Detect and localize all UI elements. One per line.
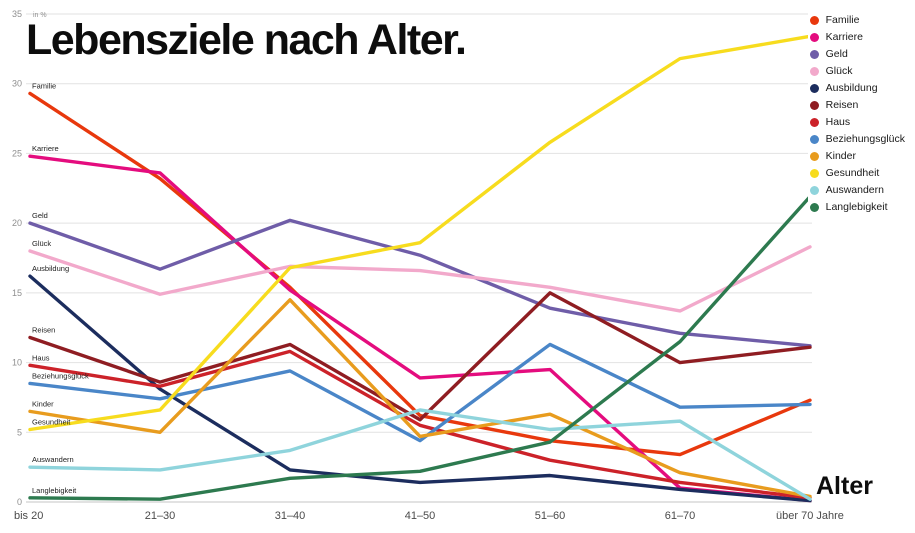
y-tick-label: 30: [12, 79, 22, 89]
legend-item: Geld: [809, 48, 905, 60]
legend-item-label: Auswandern: [825, 184, 884, 196]
legend-item: Gesundheit: [809, 167, 905, 179]
series-line: [28, 342, 812, 443]
legend-item: Ausbildung: [809, 82, 905, 94]
y-axis-unit-label: in %: [33, 12, 47, 19]
series-start-label: Reisen: [32, 325, 55, 334]
legend-item: Kinder: [809, 150, 905, 162]
series-start-label: Auswandern: [32, 455, 74, 464]
y-tick-label: 25: [12, 148, 22, 158]
series-start-label: Ausbildung: [32, 264, 69, 273]
legend-item-label: Familie: [825, 14, 860, 26]
x-tick-label: 31–40: [275, 510, 306, 522]
x-tick-label: 41–50: [405, 510, 436, 522]
legend-dot-icon: [809, 185, 819, 195]
legend-dot-icon: [809, 151, 819, 161]
legend: Familie Karriere Geld Glück Ausbildung Reisen…: [807, 10, 907, 217]
series-line: [28, 408, 812, 501]
series-line: [28, 245, 812, 313]
y-tick-label: 5: [17, 427, 22, 437]
series-start-label: Glück: [32, 239, 51, 248]
x-tick-label: 61–70: [665, 510, 696, 522]
legend-dot-icon: [809, 83, 819, 93]
legend-item-label: Ausbildung: [825, 82, 878, 94]
legend-item: Reisen: [809, 99, 905, 111]
legend-item-label: Reisen: [825, 99, 859, 111]
series-start-label: Kinder: [32, 399, 54, 408]
legend-item-label: Glück: [825, 65, 853, 77]
x-tick-label: über 70 Jahre: [776, 510, 844, 522]
series-line: [28, 34, 812, 432]
legend-item-label: Haus: [825, 116, 851, 128]
series-line: [28, 298, 812, 499]
legend-dot-icon: [809, 32, 819, 42]
series-start-label: Beziehungsglück: [32, 371, 89, 380]
legend-item-label: Langlebigkeit: [825, 201, 888, 213]
y-tick-label: 10: [12, 358, 22, 368]
chart-title: Lebensziele nach Alter.: [26, 16, 467, 64]
legend-item-label: Geld: [825, 48, 848, 60]
series-start-label: Haus: [32, 353, 50, 362]
legend-item: Haus: [809, 116, 905, 128]
series-start-label: Karriere: [32, 144, 59, 153]
legend-item: Familie: [809, 14, 905, 26]
legend-item-label: Karriere: [825, 31, 863, 43]
legend-dot-icon: [809, 134, 819, 144]
legend-dot-icon: [809, 15, 819, 25]
series-line: [28, 91, 812, 457]
legend-item-label: Gesundheit: [825, 167, 880, 179]
series-start-label: Geld: [32, 211, 48, 220]
legend-dot-icon: [809, 168, 819, 178]
series-line: [28, 291, 812, 422]
series-start-label: Gesundheit: [32, 417, 71, 426]
legend-dot-icon: [809, 49, 819, 59]
legend-item-label: Kinder: [825, 150, 856, 162]
legend-item: Auswandern: [809, 184, 905, 196]
legend-dot-icon: [809, 66, 819, 76]
x-tick-label: bis 20: [14, 510, 43, 522]
series-line: [28, 349, 812, 500]
x-tick-label: 21–30: [145, 510, 176, 522]
y-tick-label: 35: [12, 9, 22, 19]
legend-dot-icon: [809, 202, 819, 212]
y-tick-label: 15: [12, 288, 22, 298]
legend-item-label: Beziehungsglück: [825, 133, 905, 145]
legend-item: Karriere: [809, 31, 905, 43]
series-start-label: Familie: [32, 81, 56, 90]
x-tick-label: 51–60: [535, 510, 566, 522]
y-tick-label: 0: [17, 497, 22, 507]
legend-item: Glück: [809, 65, 905, 77]
series-line: [28, 218, 812, 348]
series-line: [28, 194, 812, 501]
series-start-label: Langlebigkeit: [32, 486, 77, 495]
series-line: [28, 274, 812, 503]
legend-dot-icon: [809, 117, 819, 127]
legend-item: Beziehungsglück: [809, 133, 905, 145]
x-axis-title: Alter: [816, 472, 873, 500]
legend-dot-icon: [809, 100, 819, 110]
y-tick-label: 20: [12, 218, 22, 228]
legend-item: Langlebigkeit: [809, 201, 905, 213]
